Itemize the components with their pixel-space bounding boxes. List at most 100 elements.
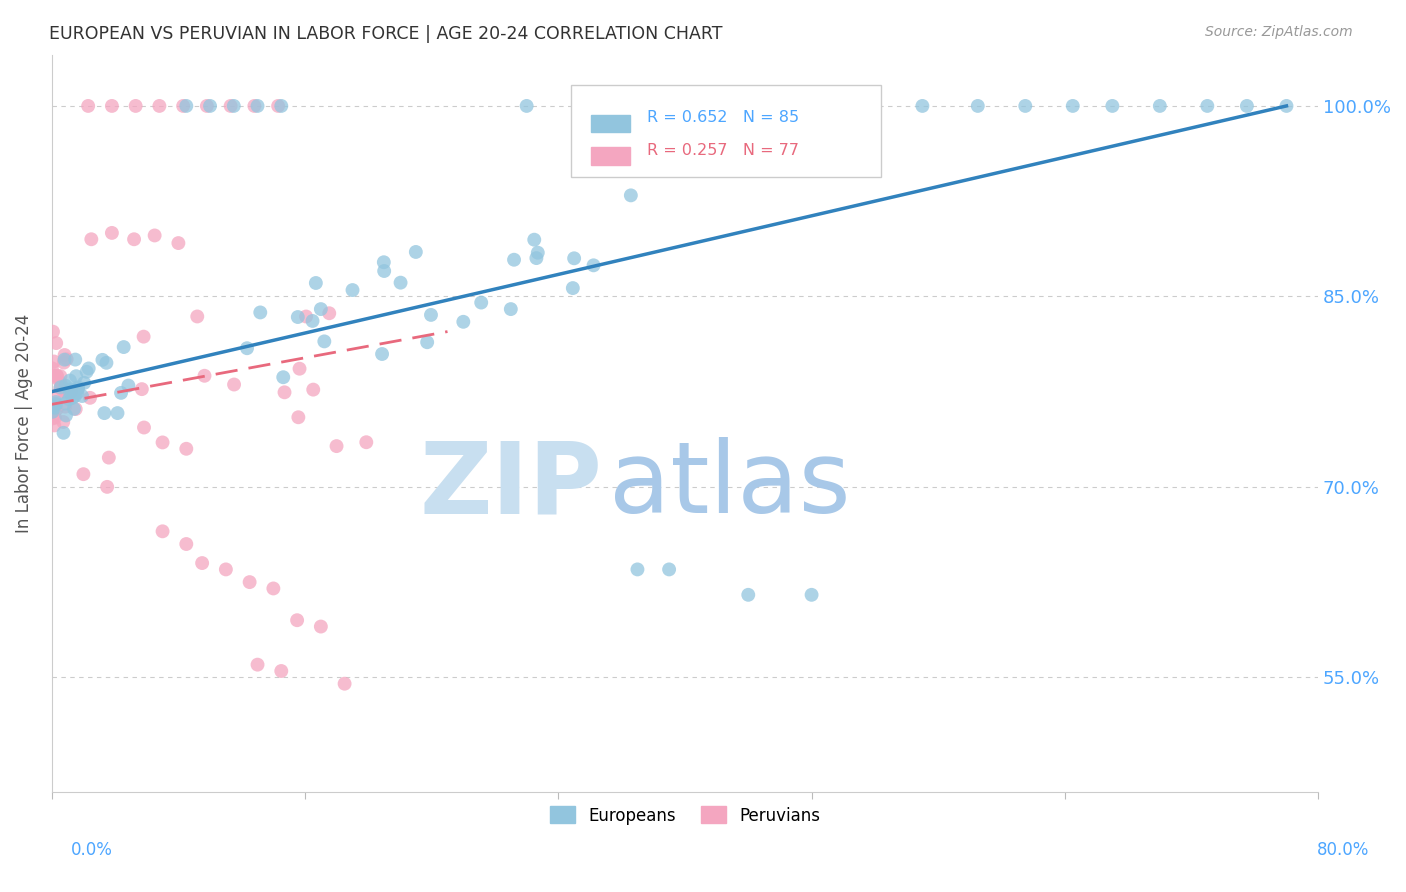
Point bbox=[53, 396, 76, 410]
Point bbox=[131, 382, 153, 396]
Point bbox=[243, 99, 266, 113]
Point bbox=[195, 99, 218, 113]
Point bbox=[93, 406, 115, 420]
Point bbox=[65, 352, 87, 367]
Point bbox=[516, 99, 538, 113]
Point bbox=[80, 232, 103, 246]
Point bbox=[761, 99, 783, 113]
Point bbox=[249, 305, 271, 319]
Text: R = 0.257   N = 77: R = 0.257 N = 77 bbox=[647, 143, 799, 158]
Point bbox=[49, 369, 72, 384]
Point bbox=[626, 562, 648, 576]
Point bbox=[42, 368, 65, 383]
Point bbox=[236, 341, 259, 355]
Point bbox=[48, 386, 70, 401]
Point bbox=[562, 252, 585, 266]
Point bbox=[453, 315, 475, 329]
Point bbox=[666, 99, 689, 113]
Point bbox=[63, 401, 86, 416]
Point bbox=[246, 657, 269, 672]
Point bbox=[658, 562, 681, 576]
Point bbox=[1275, 99, 1298, 113]
Point bbox=[571, 99, 593, 113]
Point bbox=[273, 385, 295, 400]
Point bbox=[1197, 99, 1219, 113]
Point bbox=[60, 384, 83, 399]
Point bbox=[58, 392, 80, 406]
Point bbox=[73, 376, 96, 390]
Point bbox=[219, 99, 242, 113]
Point bbox=[132, 329, 155, 343]
Point bbox=[53, 348, 76, 362]
Point bbox=[41, 399, 63, 413]
Point bbox=[44, 418, 66, 433]
Point bbox=[389, 276, 412, 290]
Point bbox=[148, 99, 170, 113]
Point bbox=[499, 302, 522, 317]
Point bbox=[246, 99, 269, 113]
Point bbox=[45, 368, 67, 383]
Point bbox=[309, 619, 332, 633]
Point bbox=[620, 188, 643, 202]
FancyBboxPatch shape bbox=[571, 85, 882, 177]
Point bbox=[55, 378, 77, 392]
Point bbox=[167, 236, 190, 251]
Point bbox=[41, 405, 63, 419]
Point bbox=[737, 588, 759, 602]
Point bbox=[271, 370, 294, 384]
Point bbox=[342, 283, 364, 297]
Point bbox=[1330, 99, 1353, 113]
Point bbox=[62, 391, 84, 405]
Point bbox=[262, 582, 284, 596]
Point bbox=[295, 310, 318, 324]
Text: 0.0%: 0.0% bbox=[70, 840, 112, 858]
Point bbox=[42, 369, 65, 384]
Point bbox=[45, 397, 67, 411]
Point bbox=[77, 361, 100, 376]
Point bbox=[52, 384, 75, 398]
Point bbox=[713, 99, 735, 113]
Text: Source: ZipAtlas.com: Source: ZipAtlas.com bbox=[1205, 25, 1353, 39]
Point bbox=[59, 382, 82, 396]
Point bbox=[222, 377, 245, 392]
Point bbox=[42, 400, 65, 414]
Point bbox=[53, 352, 76, 367]
Point bbox=[287, 310, 309, 324]
Point bbox=[267, 99, 290, 113]
Point bbox=[1101, 99, 1123, 113]
Point bbox=[911, 99, 934, 113]
Point bbox=[1149, 99, 1171, 113]
Point bbox=[152, 435, 174, 450]
Point bbox=[52, 425, 75, 440]
Point bbox=[619, 99, 641, 113]
Point bbox=[526, 251, 548, 265]
Point bbox=[76, 365, 98, 379]
Point bbox=[966, 99, 988, 113]
Point bbox=[45, 395, 67, 409]
Point bbox=[97, 450, 120, 465]
Point bbox=[186, 310, 208, 324]
Point bbox=[53, 400, 76, 414]
Point bbox=[856, 99, 879, 113]
Point bbox=[117, 378, 139, 392]
Point bbox=[55, 409, 77, 423]
Point bbox=[41, 405, 63, 419]
Point bbox=[41, 411, 63, 425]
Point bbox=[405, 244, 427, 259]
Point bbox=[325, 439, 347, 453]
Point bbox=[373, 255, 395, 269]
Text: EUROPEAN VS PERUVIAN IN LABOR FORCE | AGE 20-24 CORRELATION CHART: EUROPEAN VS PERUVIAN IN LABOR FORCE | AG… bbox=[49, 25, 723, 43]
Point bbox=[59, 385, 82, 400]
Point bbox=[222, 99, 245, 113]
Point bbox=[55, 352, 77, 367]
Point bbox=[49, 380, 72, 394]
Point bbox=[1014, 99, 1036, 113]
Point bbox=[96, 480, 118, 494]
Y-axis label: In Labor Force | Age 20-24: In Labor Force | Age 20-24 bbox=[15, 314, 32, 533]
Point bbox=[416, 335, 439, 350]
Point bbox=[309, 302, 332, 317]
FancyBboxPatch shape bbox=[592, 115, 630, 133]
Point bbox=[112, 340, 135, 354]
Point bbox=[59, 374, 82, 388]
Point bbox=[67, 380, 90, 394]
